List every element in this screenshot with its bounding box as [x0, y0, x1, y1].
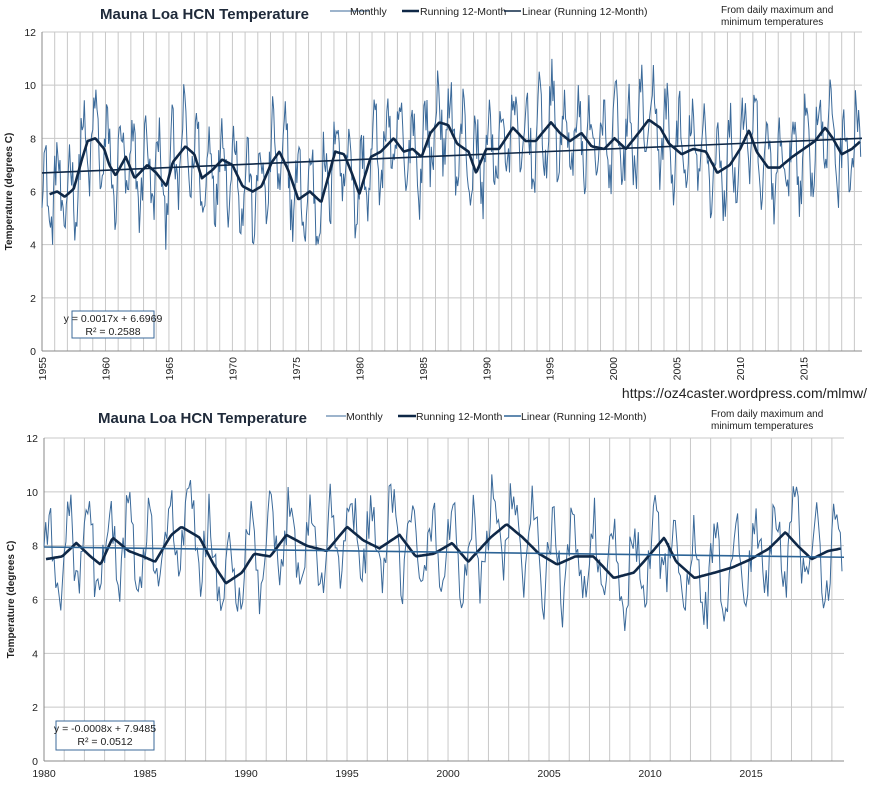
chart-title: Mauna Loa HCN Temperature [100, 6, 309, 23]
y-tick-label: 0 [30, 346, 36, 358]
trend-equation: y = -0.0008x + 7.9485 [54, 723, 156, 735]
x-tick-label: 2015 [739, 768, 763, 780]
x-tick-label: 1990 [234, 768, 258, 780]
x-tick-label: 1995 [335, 768, 359, 780]
x-tick-label: 1980 [354, 357, 366, 381]
x-tick-label: 1955 [37, 357, 49, 381]
trend-r2: R² = 0.2588 [85, 326, 140, 338]
x-tick-label: 1970 [227, 357, 239, 381]
x-tick-label: 2010 [735, 357, 747, 381]
y-tick-label: 10 [24, 80, 36, 92]
chart-1: 0 2 4 6 8 10 12 1955 1960 1965 1970 1975 1980 1985 199… [4, 5, 863, 381]
series-linear-trend [41, 137, 863, 174]
y-tick-label: 0 [32, 756, 38, 768]
series-monthly [43, 474, 843, 632]
x-tick-label: 1990 [481, 357, 493, 381]
y-axis-label: Temperature (degrees C) [4, 133, 15, 251]
chart-note: From daily maximum and [721, 5, 833, 16]
series-monthly [41, 58, 862, 250]
y-tick-label: 6 [32, 595, 38, 607]
legend-entry: Monthly [346, 411, 384, 423]
y-axis-label: Temperature (degrees C) [6, 541, 17, 659]
series-linear-trend [43, 546, 845, 559]
chart-note: From daily maximum and [711, 409, 823, 420]
chart-note: minimum temperatures [711, 421, 813, 432]
y-tick-label: 12 [26, 433, 38, 445]
y-tick-label: 8 [30, 133, 36, 145]
x-tick-label: 1995 [545, 357, 557, 381]
legend-entry: Linear (Running 12-Month) [521, 411, 647, 423]
chart-note: minimum temperatures [721, 17, 823, 28]
x-tick-label: 1985 [133, 768, 157, 780]
y-tick-label: 2 [30, 293, 36, 305]
y-tick-label: 8 [32, 541, 38, 553]
trend-equation: y = 0.0017x + 6.6969 [64, 313, 163, 325]
x-tick-label: 2005 [672, 357, 684, 381]
source-url[interactable]: https://oz4caster.wordpress.com/mlmw/ [622, 385, 867, 401]
x-tick-label: 2000 [608, 357, 620, 381]
x-tick-label: 1985 [418, 357, 430, 381]
series-running-12-month [45, 523, 841, 585]
equation-box [55, 720, 155, 751]
equation-box [71, 310, 155, 339]
legend-entry: Running 12-Month [420, 6, 507, 18]
x-tick-label: 1960 [100, 357, 112, 381]
x-tick-label: 1975 [291, 357, 303, 381]
y-tick-label: 4 [32, 648, 38, 660]
x-tick-label: 1980 [32, 768, 56, 780]
series-running-12-month [49, 118, 861, 203]
x-tick-label: 2000 [436, 768, 460, 780]
legend-entry: Linear (Running 12-Month) [522, 6, 648, 18]
x-tick-label: 1965 [164, 357, 176, 381]
y-tick-label: 4 [30, 240, 36, 252]
x-tick-label: 2015 [799, 357, 811, 381]
x-tick-label: 2005 [537, 768, 561, 780]
y-tick-label: 10 [26, 487, 38, 499]
chart-title: Mauna Loa HCN Temperature [98, 410, 307, 427]
chart-2: 0 2 4 6 8 10 12 1980 1985 1990 1995 2000 2005 2010 201… [6, 409, 845, 780]
x-tick-label: 2010 [638, 768, 662, 780]
y-tick-label: 2 [32, 702, 38, 714]
legend-entry: Running 12-Month [416, 411, 503, 423]
y-tick-label: 12 [24, 27, 36, 39]
trend-r2: R² = 0.0512 [77, 736, 132, 748]
legend-entry: Monthly [350, 6, 388, 18]
y-tick-label: 6 [30, 187, 36, 199]
